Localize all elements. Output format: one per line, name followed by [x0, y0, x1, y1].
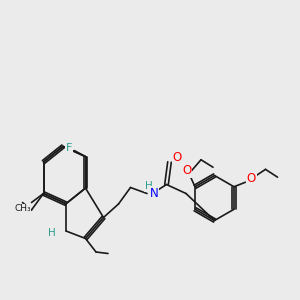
- Text: CH₃: CH₃: [14, 204, 31, 213]
- Text: O: O: [182, 164, 191, 177]
- Text: O: O: [172, 151, 182, 164]
- Text: O: O: [247, 172, 256, 185]
- Text: N: N: [150, 187, 159, 200]
- Text: H: H: [48, 228, 56, 239]
- Text: F: F: [66, 142, 72, 153]
- Text: H: H: [145, 181, 152, 191]
